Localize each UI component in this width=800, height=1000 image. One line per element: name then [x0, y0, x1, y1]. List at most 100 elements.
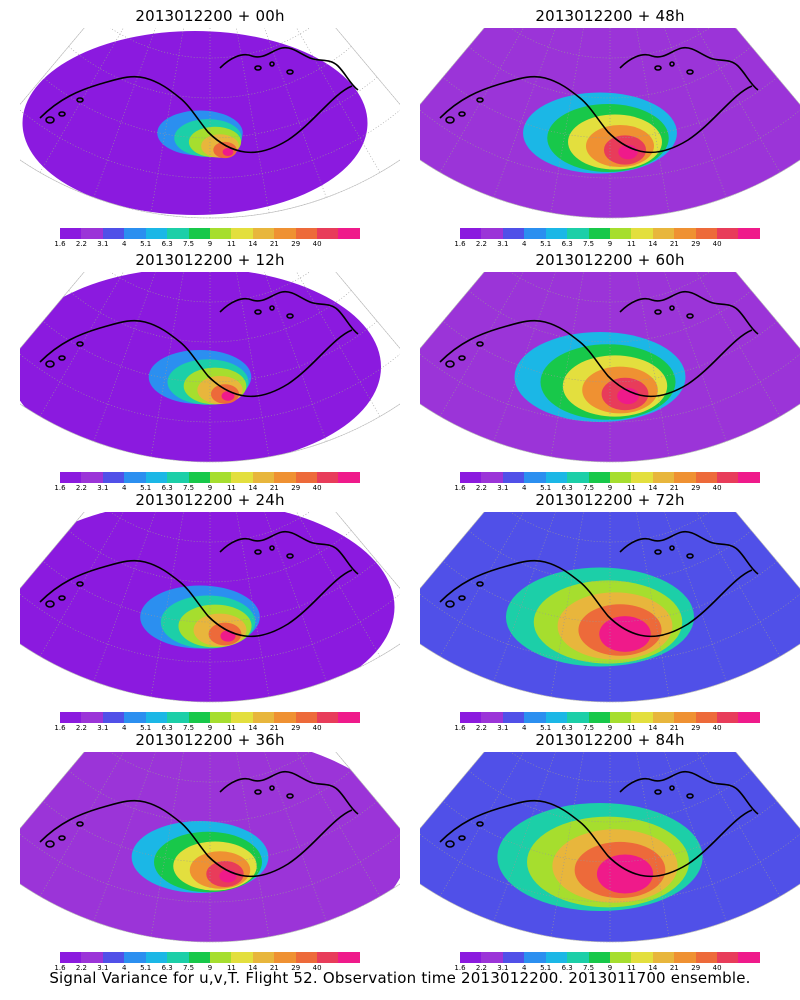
- colorbar-segment: [524, 472, 546, 483]
- colorbar-tick-label: 3.1: [497, 240, 509, 248]
- variance-contour-band: [616, 627, 640, 645]
- island: [76, 341, 84, 347]
- colorbar-labels: 1.6 2.2 3.1 4 5.1 6.3 7.5 9 11 14 21 29 40: [454, 239, 760, 249]
- colorbar-segment: [60, 952, 82, 963]
- colorbar-segment: [145, 472, 168, 483]
- colorbar-segment: [60, 472, 82, 483]
- colorbar-segment: [124, 228, 146, 239]
- colorbar-segment: [631, 952, 653, 963]
- colorbar-segment: [274, 472, 296, 483]
- colorbar-tick-label: 40: [712, 964, 722, 972]
- colorbar-tick-label: 29: [691, 240, 701, 248]
- colorbar-tick-label: 2.2: [475, 240, 487, 248]
- colorbar-segment: [167, 712, 189, 723]
- colorbar-segment: [481, 952, 503, 963]
- colorbar-tick-label: 9: [207, 484, 213, 492]
- forecast-panel: 2013012200 + 48h 1.6 2.2 3.1 4 5.1 6.3 7.5 9 11 14…: [420, 6, 800, 251]
- colorbar-tick-label: 11: [626, 240, 636, 248]
- island: [254, 549, 262, 555]
- colorbar-tick-label: 1.6: [454, 724, 466, 732]
- colorbar-segment: [695, 472, 718, 483]
- colorbar-tick-label: 11: [226, 484, 236, 492]
- island: [58, 111, 66, 117]
- colorbar-segment: [274, 228, 296, 239]
- colorbar-tick-label: 4: [522, 964, 527, 972]
- colorbar-segment: [502, 228, 525, 239]
- island: [254, 65, 262, 71]
- colorbar-tick-label: 1.6: [454, 964, 466, 972]
- forecast-panel: 2013012200 + 84h 1.6 2.2 3.1 4 5.1 6.3 7.5 9 11 14…: [420, 730, 800, 975]
- island: [476, 821, 484, 827]
- colorbar-tick-label: 4: [122, 724, 127, 732]
- colorbar-tick-label: 21: [269, 964, 279, 972]
- colorbar-tick-label: 9: [607, 964, 613, 972]
- island: [445, 116, 455, 124]
- variance-field: [20, 752, 400, 943]
- island: [458, 595, 466, 601]
- colorbar-tick-label: 3.1: [97, 240, 109, 248]
- colorbar-segment: [609, 952, 632, 963]
- panel-title: 2013012200 + 24h: [135, 491, 285, 509]
- panel-title: 2013012200 + 84h: [535, 731, 685, 749]
- colorbar-tick-label: 5.1: [140, 484, 152, 492]
- colorbar-tick-label: 1.6: [54, 724, 66, 732]
- colorbar-segment: [102, 228, 125, 239]
- colorbar-tick-label: 14: [648, 724, 658, 732]
- coastline: [39, 46, 359, 154]
- island: [669, 61, 675, 67]
- colorbar-tick-label: 9: [607, 484, 613, 492]
- colorbar-tick-label: 3.1: [97, 724, 109, 732]
- colorbar-segment: [524, 712, 546, 723]
- colorbar-segment: [209, 952, 232, 963]
- colorbar-segment: [545, 228, 568, 239]
- colorbar-segment: [567, 472, 589, 483]
- colorbar-tick-label: 9: [207, 240, 213, 248]
- island: [76, 581, 84, 587]
- island: [669, 545, 675, 551]
- colorbar-segment: [481, 228, 503, 239]
- colorbar-tick-label: 21: [269, 724, 279, 732]
- colorbar-tick-label: 11: [226, 724, 236, 732]
- variance-contour-band: [615, 866, 641, 886]
- colorbar-segment: [738, 472, 760, 483]
- colorbar-segment: [81, 472, 103, 483]
- island: [669, 785, 675, 791]
- colorbar-segment: [717, 952, 739, 963]
- colorbar-segment: [231, 712, 253, 723]
- panel-title: 2013012200 + 00h: [135, 7, 285, 25]
- map-plot: [20, 512, 400, 703]
- colorbar-segment: [652, 472, 675, 483]
- variance-contour-band: [221, 391, 235, 401]
- colorbar-segment: [609, 228, 632, 239]
- island: [686, 313, 694, 319]
- coastline: [39, 770, 359, 878]
- island: [45, 600, 55, 608]
- colorbar-labels: 1.6 2.2 3.1 4 5.1 6.3 7.5 9 11 14 21 29 40: [454, 963, 760, 973]
- island: [286, 69, 294, 75]
- colorbar-segment: [188, 712, 210, 723]
- coastline: [39, 290, 359, 398]
- colorbar-tick-label: 6.3: [161, 240, 173, 248]
- colorbar-tick-label: 11: [626, 484, 636, 492]
- colorbar-tick-label: 5.1: [540, 964, 552, 972]
- colorbar-tick-label: 5.1: [540, 484, 552, 492]
- variance-field: [420, 752, 800, 943]
- colorbar-segment: [524, 952, 546, 963]
- lat-lon-grid: [420, 272, 800, 463]
- colorbar-tick-label: 21: [669, 240, 679, 248]
- colorbar-tick-label: 7.5: [182, 964, 195, 972]
- colorbar-tick-label: 6.3: [561, 964, 573, 972]
- colorbar-tick-label: 14: [248, 484, 258, 492]
- colorbar-tick-label: 1.6: [54, 964, 66, 972]
- colorbar-tick-label: 40: [312, 724, 322, 732]
- colorbar-segment: [209, 472, 232, 483]
- colorbar-segment: [567, 712, 589, 723]
- colorbar-segment: [695, 952, 718, 963]
- colorbar-segment: [167, 952, 189, 963]
- island: [686, 69, 694, 75]
- colorbar-tick-label: 40: [312, 964, 322, 972]
- variance-field: [22, 31, 368, 215]
- forecast-panel: 2013012200 + 00h 1.6 2.2 3.1 4 5.1 6.3 7.5 9 11 14…: [20, 6, 400, 251]
- colorbar-tick-label: 14: [648, 484, 658, 492]
- colorbar-segment: [60, 712, 82, 723]
